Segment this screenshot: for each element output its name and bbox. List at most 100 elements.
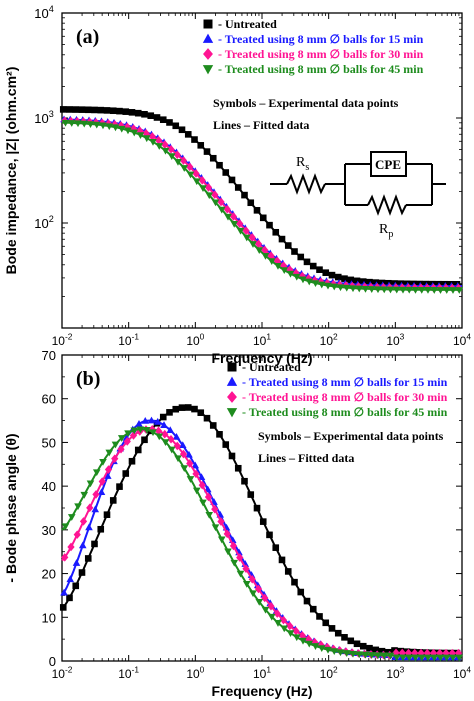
- data-point: [216, 161, 223, 169]
- data-point: [230, 559, 239, 567]
- data-point: [386, 652, 395, 660]
- data-point: [305, 640, 314, 648]
- data-point: [192, 169, 200, 178]
- cpe-label: CPE: [375, 157, 401, 172]
- data-point: [317, 645, 326, 652]
- data-point: [78, 569, 86, 576]
- data-point: [272, 228, 280, 236]
- data-point: [411, 286, 420, 294]
- x-tick-label-exp: 4: [466, 332, 471, 342]
- data-point: [309, 262, 317, 270]
- data-point: [242, 226, 250, 235]
- data-point: [384, 648, 392, 656]
- x-tick-label-exp: -1: [132, 332, 140, 342]
- data-point: [184, 404, 192, 411]
- x-tick-label-base: 10: [453, 334, 467, 348]
- data-point: [236, 570, 245, 578]
- data-point: [342, 284, 351, 292]
- data-point: [322, 619, 330, 627]
- x-tick-label-base: 10: [186, 667, 200, 681]
- data-point: [186, 459, 194, 468]
- data-point: [261, 606, 270, 614]
- x-tick-label-exp: -2: [65, 665, 73, 675]
- data-point: [98, 477, 106, 486]
- data-point: [135, 419, 143, 427]
- annotation-text: Lines – Fitted data: [258, 451, 354, 465]
- data-point: [266, 221, 273, 229]
- data-point: [178, 441, 187, 449]
- y-tick-label-exp: 3: [49, 109, 54, 119]
- data-point: [253, 504, 261, 512]
- data-point: [141, 110, 148, 118]
- data-point: [124, 127, 132, 135]
- data-point: [172, 122, 180, 130]
- rs-subscript: s: [305, 162, 309, 173]
- data-point: [399, 654, 407, 662]
- data-point: [172, 405, 180, 413]
- x-tick-label-base: 10: [386, 667, 400, 681]
- data-point: [99, 458, 107, 466]
- data-point: [299, 637, 307, 645]
- data-point: [141, 436, 148, 444]
- data-point: [349, 285, 357, 293]
- x-tick-label-base: 10: [320, 334, 334, 348]
- data-point: [316, 266, 323, 273]
- x-tick-label-base: 10: [52, 334, 66, 348]
- data-point: [166, 426, 175, 434]
- data-point: [398, 648, 406, 658]
- data-point: [205, 192, 214, 200]
- x-tick-label: 10-2: [52, 332, 73, 348]
- data-point: [242, 234, 251, 242]
- legend-label: - Treated using 8 mm ∅ balls for 30 min: [218, 47, 424, 61]
- data-point: [149, 429, 157, 437]
- data-point: [142, 135, 151, 143]
- data-point: [436, 654, 445, 662]
- data-point: [334, 273, 342, 281]
- data-point: [411, 654, 420, 662]
- y-tick-label: 20: [42, 567, 56, 582]
- data-point: [292, 626, 300, 636]
- data-point: [303, 597, 311, 605]
- data-point: [367, 286, 376, 293]
- fit-line: [62, 121, 462, 291]
- data-point: [185, 450, 193, 458]
- data-point: [367, 652, 376, 659]
- x-tick-label-exp: 2: [333, 332, 338, 342]
- data-point: [180, 165, 189, 172]
- data-point: [248, 574, 256, 584]
- data-point: [374, 652, 382, 660]
- data-point: [198, 480, 206, 490]
- data-point: [366, 644, 373, 652]
- data-point: [186, 476, 195, 483]
- annotation-text: Symbols – Experimental data points: [213, 96, 399, 110]
- data-point: [273, 256, 281, 266]
- legend-label: - Treated using 8 mm ∅ balls for 45 min: [218, 62, 424, 76]
- x-tick-label-exp: 0: [200, 665, 205, 675]
- x-tick-label-exp: 1: [266, 332, 271, 342]
- x-tick-label-base: 10: [118, 334, 132, 348]
- data-point: [449, 287, 457, 294]
- data-point: [204, 492, 213, 502]
- data-point: [111, 454, 119, 463]
- data-point: [66, 575, 75, 583]
- data-point: [124, 430, 132, 438]
- data-point: [267, 613, 276, 621]
- data-point: [330, 283, 339, 291]
- data-point: [167, 446, 176, 454]
- data-point: [142, 426, 151, 434]
- data-point: [274, 620, 282, 627]
- fit-line: [62, 119, 462, 289]
- data-point: [134, 446, 142, 454]
- y-tick-label: 103: [34, 109, 54, 126]
- data-point: [203, 414, 211, 422]
- x-tick-label: 101: [253, 332, 271, 348]
- y-axis-label: - Bode phase angle (θ): [3, 433, 19, 582]
- legend-marker: [202, 65, 214, 75]
- data-point: [59, 604, 67, 611]
- data-point: [324, 646, 332, 654]
- x-tick-label: 10-1: [118, 665, 139, 681]
- data-point: [449, 654, 457, 662]
- x-tick-label: 102: [320, 665, 338, 681]
- data-point: [97, 106, 105, 114]
- x-tick-label-exp: 3: [400, 332, 405, 342]
